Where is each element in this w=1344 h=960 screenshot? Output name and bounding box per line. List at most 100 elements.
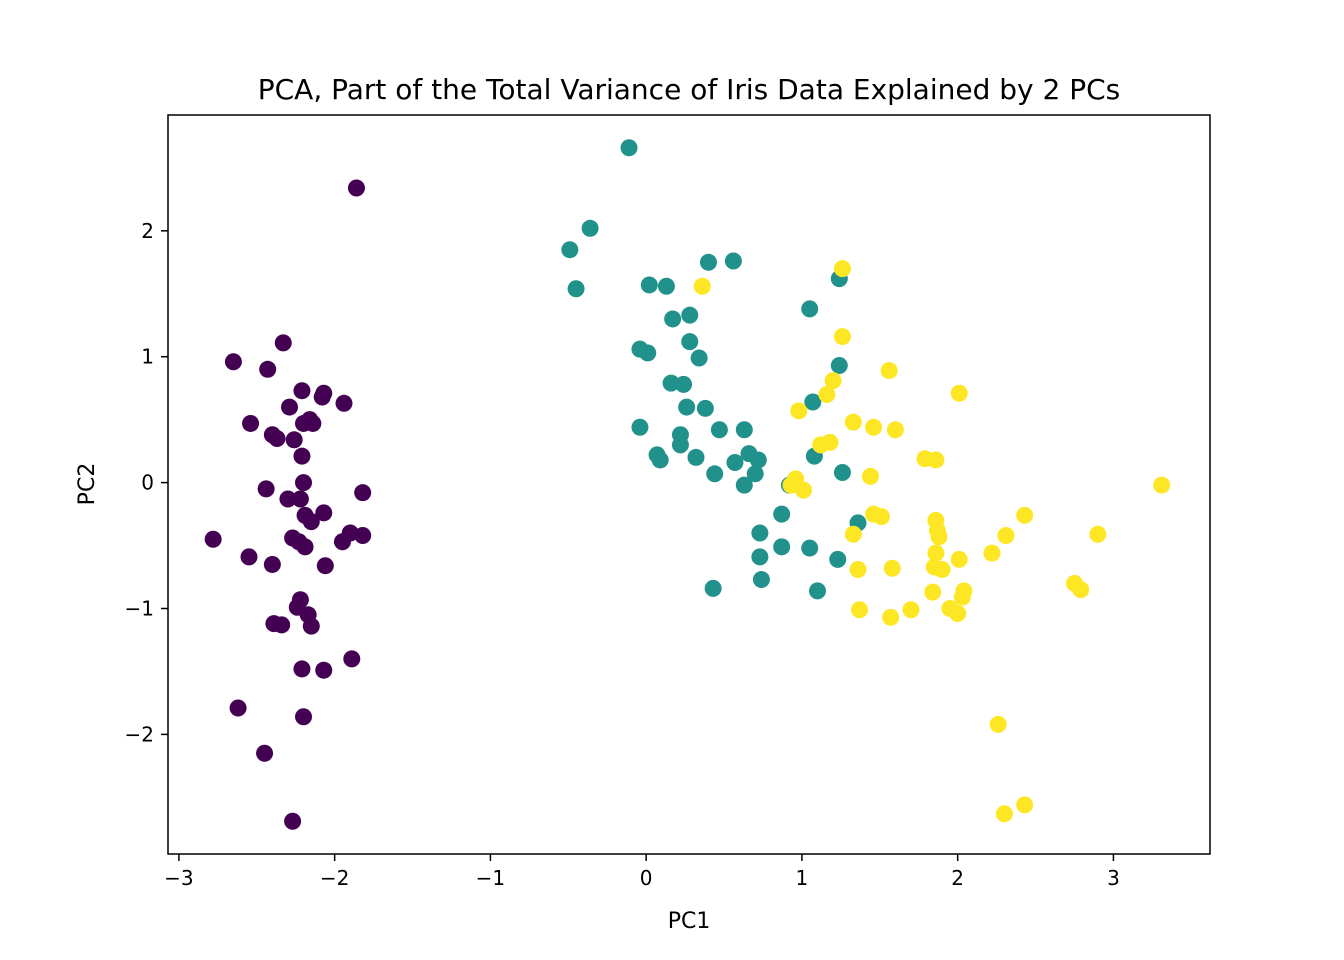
scatter-point-series-0-1	[224, 353, 242, 371]
scatter-point-series-0-43	[343, 650, 361, 668]
x-tick-label: −3	[164, 866, 193, 890]
points-layer	[204, 139, 1171, 830]
scatter-point-series-0-28	[296, 538, 314, 556]
y-tick-label: −1	[125, 597, 154, 621]
scatter-point-series-0-12	[304, 414, 322, 432]
scatter-point-series-2-28	[844, 525, 862, 543]
scatter-point-series-2-46	[989, 715, 1007, 733]
x-tick-label: 2	[951, 866, 964, 890]
scatter-point-series-2-21	[872, 508, 890, 526]
scatter-point-series-0-33	[263, 555, 281, 573]
scatter-point-series-1-1	[581, 219, 599, 237]
scatter-point-series-1-24	[710, 421, 728, 439]
scatter-point-series-1-22	[631, 418, 649, 436]
scatter-point-series-0-21	[354, 484, 372, 502]
scatter-point-series-1-48	[704, 579, 722, 597]
scatter-point-series-0-5	[280, 398, 298, 416]
scatter-point-series-2-18	[794, 481, 812, 499]
scatter-point-series-0-2	[274, 334, 292, 352]
scatter-point-series-2-12	[821, 433, 839, 451]
scatter-point-series-0-14	[268, 430, 286, 448]
scatter-point-series-1-34	[706, 465, 724, 483]
scatter-point-series-1-35	[735, 476, 753, 494]
scatter-point-series-2-22	[1016, 506, 1034, 524]
scatter-point-series-0-0	[347, 179, 365, 197]
scatter-point-series-0-40	[302, 617, 320, 635]
x-tick-label: 3	[1107, 866, 1120, 890]
scatter-point-series-1-8	[664, 310, 682, 328]
chart-title: PCA, Part of the Total Variance of Iris …	[258, 73, 1121, 106]
scatter-point-series-0-41	[293, 660, 311, 678]
scatter-point-series-0-46	[256, 744, 274, 762]
x-axis-label: PC1	[668, 909, 711, 934]
scatter-point-series-0-39	[273, 616, 291, 634]
scatter-point-series-1-6	[640, 276, 658, 294]
scatter-point-series-1-44	[801, 539, 819, 557]
scatter-point-series-2-7	[790, 402, 808, 420]
scatter-point-series-1-18	[678, 398, 696, 416]
scatter-point-series-2-19	[1153, 476, 1171, 494]
scatter-point-series-0-31	[354, 526, 372, 544]
scatter-point-series-2-29	[983, 544, 1001, 562]
scatter-point-series-2-5	[950, 384, 968, 402]
x-tick-label: −1	[476, 866, 505, 890]
scatter-point-series-0-15	[285, 431, 303, 449]
scatter-point-series-0-16	[293, 447, 311, 465]
scatter-point-series-1-43	[773, 538, 791, 556]
scatter-point-series-1-32	[726, 453, 744, 471]
scatter-point-series-0-3	[259, 360, 277, 378]
scatter-point-series-0-23	[302, 513, 320, 531]
scatter-point-series-1-47	[808, 582, 826, 600]
scatter-point-series-1-31	[749, 451, 767, 469]
scatter-point-series-0-32	[240, 548, 258, 566]
scatter-point-series-1-28	[651, 451, 669, 469]
scatter-point-series-2-31	[950, 550, 968, 568]
scatter-point-series-2-10	[886, 421, 904, 439]
scatter-point-series-2-33	[883, 559, 901, 577]
scatter-point-series-0-18	[257, 480, 275, 498]
scatter-point-series-2-9	[865, 418, 883, 436]
scatter-point-series-2-40	[1072, 581, 1090, 599]
scatter-point-series-0-45	[295, 708, 313, 726]
scatter-point-series-2-47	[1016, 796, 1034, 814]
y-axis: −2 −1 0 1 2	[125, 219, 168, 746]
x-axis: −3 −2 −1 0 1 2 3	[164, 854, 1120, 890]
scatter-point-series-0-6	[293, 382, 311, 400]
scatter-point-series-1-14	[681, 333, 699, 351]
scatter-point-series-1-9	[681, 306, 699, 324]
scatter-point-series-2-1	[693, 277, 711, 295]
scatter-point-series-2-6	[818, 385, 836, 403]
scatter-point-series-1-17	[675, 375, 693, 393]
scatter-point-series-2-44	[882, 608, 900, 626]
scatter-point-series-2-27	[1089, 525, 1107, 543]
y-tick-label: 0	[141, 471, 154, 495]
scatter-point-series-0-19	[279, 490, 297, 508]
scatter-point-series-0-8	[313, 388, 331, 406]
scatter-point-series-1-13	[639, 344, 657, 362]
scatter-point-series-1-21	[804, 393, 822, 411]
scatter-point-series-2-45	[902, 601, 920, 619]
scatter-point-series-0-47	[284, 812, 302, 830]
scatter-point-series-1-25	[735, 421, 753, 439]
scatter-point-series-1-20	[830, 357, 848, 375]
scatter-point-series-1-0	[620, 139, 638, 157]
scatter-point-series-2-2	[833, 328, 851, 346]
scatter-point-series-1-41	[751, 524, 769, 542]
scatter-point-series-2-38	[953, 588, 971, 606]
scatter-point-series-2-48	[995, 805, 1013, 823]
scatter-point-series-2-14	[927, 451, 945, 469]
scatter-point-series-1-3	[567, 280, 585, 298]
scatter-point-series-2-36	[924, 583, 942, 601]
scatter-point-series-0-42	[315, 661, 333, 679]
scatter-point-series-0-25	[204, 530, 222, 548]
scatter-point-series-1-15	[690, 349, 708, 367]
scatter-point-series-2-26	[997, 526, 1015, 544]
scatter-point-series-2-4	[880, 362, 898, 380]
scatter-point-series-1-46	[752, 571, 770, 589]
scatter-point-series-1-2	[561, 241, 579, 259]
scatter-point-series-0-4	[242, 414, 260, 432]
scatter-point-series-0-20	[291, 490, 309, 508]
scatter-point-series-0-44	[229, 699, 247, 717]
scatter-point-series-1-33	[746, 465, 764, 483]
